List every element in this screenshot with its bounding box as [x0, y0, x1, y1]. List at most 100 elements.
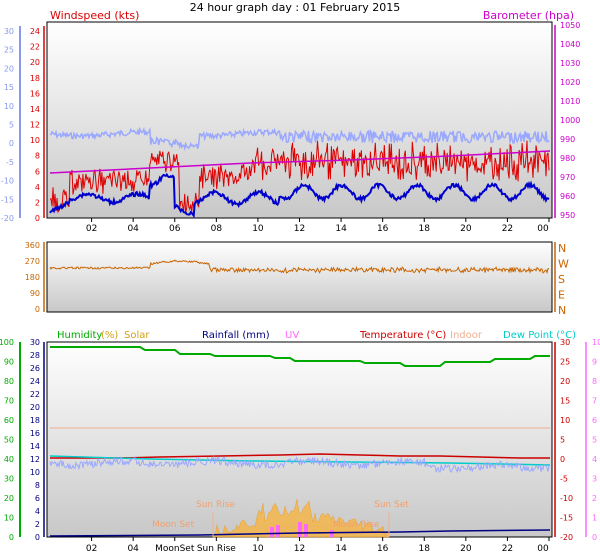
temperature-tick: -15 — [560, 514, 573, 523]
temperature-tick: 25 — [560, 358, 570, 367]
rainfall-tick: 6 — [35, 494, 40, 503]
temperature-tick: 10 — [560, 416, 570, 425]
barometer-tick: 990 — [560, 135, 575, 144]
uv-bar — [304, 524, 308, 537]
x-tick-bottom: 16 — [377, 544, 389, 554]
wind-inner-tick: 14 — [30, 105, 40, 114]
wind-inner-tick: 10 — [30, 136, 40, 145]
direction-tick: 360 — [25, 241, 40, 250]
uv-tick: 5 — [592, 436, 597, 445]
sunset-text: Sun Set — [374, 500, 409, 510]
moonset-text: Moon Set — [152, 520, 195, 530]
wind-outer-tick: 20 — [4, 64, 14, 73]
direction-panel — [46, 241, 553, 313]
barometer-label: Barometer (hpa) — [483, 9, 574, 22]
windspeed-trace — [49, 140, 550, 214]
x-tick-bottom: 04 — [127, 544, 139, 554]
x-tick-bottom: 14 — [335, 544, 347, 554]
temperature-tick: -10 — [560, 494, 573, 503]
x-tick-bottom: 18 — [419, 544, 431, 554]
sunrise-text: Sun Rise — [196, 500, 235, 510]
barometer-tick: 980 — [560, 154, 575, 163]
rainfall-tick: 24 — [30, 377, 40, 386]
temperature-tick: 5 — [560, 436, 565, 445]
wind-inner-tick: 2 — [35, 198, 40, 207]
x-tick-top: 12 — [294, 224, 305, 234]
wind-direction-trace — [49, 259, 550, 275]
x-tick-top: 02 — [86, 224, 97, 234]
wind-inner-tick: 6 — [35, 167, 40, 176]
wind-inner-tick: 12 — [30, 121, 40, 130]
wind-inner-tick: 4 — [35, 183, 40, 192]
x-tick-top: 08 — [211, 224, 223, 234]
avg-windspeed-trace — [49, 172, 550, 219]
wind-outer-tick: 15 — [4, 83, 14, 92]
solar-area — [212, 499, 390, 538]
compass-tick: E — [558, 289, 565, 302]
x-tick-bottom: 00 — [537, 544, 549, 554]
rainfall-tick: 8 — [35, 481, 40, 490]
x-tick-top: 10 — [252, 224, 264, 234]
humidity-label: Humidity — [57, 330, 102, 341]
solar-label: Solar — [124, 330, 150, 341]
x-tick-bottom: 10 — [252, 544, 264, 554]
barometer-tick: 1020 — [560, 78, 580, 87]
rainfall-tick: 30 — [30, 338, 40, 347]
uv-tick: 0 — [592, 533, 597, 542]
rainfall-tick: 0 — [35, 533, 40, 542]
uv-bar — [330, 530, 334, 537]
humidity-tick: 20 — [4, 494, 14, 503]
barometer-tick: 950 — [560, 211, 575, 220]
humidity-tick: 10 — [4, 514, 14, 523]
x-tick-top: 16 — [377, 224, 389, 234]
x-tick-bottom: 02 — [86, 544, 97, 554]
wind-inner-tick: 0 — [35, 214, 40, 223]
compass-tick: N — [558, 242, 566, 255]
direction-tick: 270 — [25, 257, 40, 266]
climate-panel — [46, 341, 553, 538]
dewpoint-label: Dew Point (°C) — [503, 330, 576, 341]
wind-inner-tick: 16 — [30, 89, 40, 98]
humidity-tick: 90 — [4, 358, 14, 367]
windchill-trace — [49, 455, 550, 474]
uv-bar — [298, 522, 302, 537]
direction-tick: 180 — [25, 273, 40, 282]
humidity-tick: 40 — [4, 455, 14, 464]
x-tick-top: 14 — [335, 224, 347, 234]
wind-outer-tick: -5 — [6, 158, 14, 167]
wind-outer-tick: -15 — [1, 195, 14, 204]
uv-label: UV — [285, 330, 299, 341]
humidity-tick: 80 — [4, 377, 14, 386]
gust-direction-trace — [49, 126, 550, 152]
wind-inner-tick: 20 — [30, 58, 40, 67]
humidity-unit: (%) — [101, 330, 118, 341]
wind-outer-tick: -20 — [1, 214, 14, 223]
barometer-tick: 1050 — [560, 21, 580, 30]
uv-tick: 2 — [592, 494, 597, 503]
compass-tick: S — [558, 273, 565, 286]
rainfall-tick: 14 — [30, 442, 40, 451]
wind-inner-tick: 24 — [30, 27, 40, 36]
uv-tick: 9 — [592, 358, 597, 367]
barometer-tick: 960 — [560, 192, 575, 201]
wind-outer-tick: 5 — [9, 121, 14, 130]
temperature-tick: 30 — [560, 338, 570, 347]
x-tick-bottom: 20 — [460, 544, 472, 554]
temperature-label: Temperature (°C) — [359, 330, 446, 341]
rainfall-tick: 12 — [30, 455, 40, 464]
x-tick-top: 06 — [169, 224, 181, 234]
direction-tick: 90 — [30, 289, 40, 298]
indoor-label: Indoor — [450, 330, 483, 341]
barometer-tick: 970 — [560, 173, 575, 182]
uv-bar — [276, 525, 280, 537]
rainfall-tick: 22 — [30, 390, 40, 399]
x-tick-top: 00 — [537, 224, 549, 234]
humidity-trace — [50, 346, 550, 367]
barometer-trace — [49, 150, 551, 174]
rainfall-tick: 4 — [35, 507, 40, 516]
direction-tick: 0 — [35, 305, 40, 314]
x-tick-bottom: Sun Rise — [197, 544, 236, 554]
temperature-tick: -20 — [560, 533, 573, 542]
uv-tick: 6 — [592, 416, 597, 425]
